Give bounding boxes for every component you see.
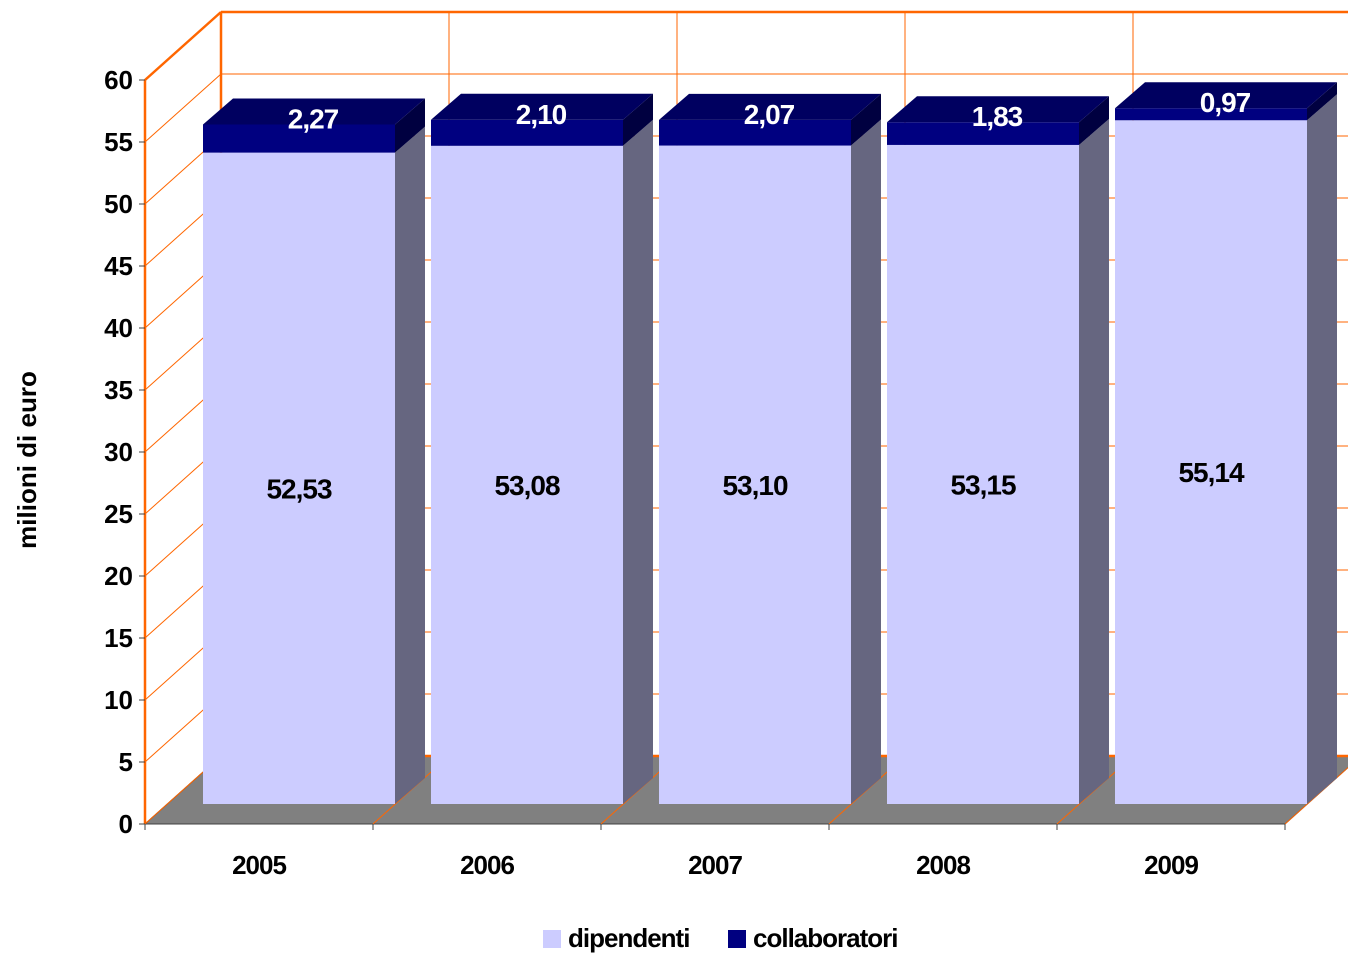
y-tick-label: 10 <box>104 685 133 715</box>
bar-stack-2009 <box>1115 82 1337 805</box>
bar-top-2009 <box>1115 82 1337 109</box>
y-tick-label: 20 <box>104 561 133 591</box>
bar-collaboratori-side-2009 <box>1307 82 1337 121</box>
bar-dipendenti-side-2008 <box>1079 118 1109 804</box>
bar-collaboratori-2007 <box>659 119 851 146</box>
bar-stack-2005 <box>203 98 425 805</box>
bar-collaboratori-side-2006 <box>623 93 653 146</box>
y-tick-label: 25 <box>104 499 133 529</box>
bar-dipendenti-2009 <box>1115 120 1307 805</box>
bar-dipendenti-2008 <box>887 144 1079 804</box>
bar-top-2007 <box>659 93 881 120</box>
y-tick-label: 40 <box>104 313 133 343</box>
bar-stack-2008 <box>887 96 1109 804</box>
x-tick-label-2007: 2007 <box>688 850 742 880</box>
y-tick-label: 0 <box>119 809 133 839</box>
data-label-collaboratori-2007: 2,07 <box>744 99 795 130</box>
data-label-dipendenti-2008: 53,15 <box>950 469 1015 500</box>
x-tick-label-2005: 2005 <box>232 850 286 880</box>
data-label-collaboratori-2008: 1,83 <box>972 101 1023 132</box>
legend-label-dipendenti: dipendenti <box>568 923 689 953</box>
y-tick-labels: 0 5 10 15 20 25 30 35 40 45 50 55 60 <box>104 65 145 839</box>
bar-stack-2006 <box>431 93 653 805</box>
y-tick-label: 15 <box>104 623 133 653</box>
x-tick-label-2008: 2008 <box>916 850 970 880</box>
data-label-collaboratori-2009: 0,97 <box>1200 87 1251 118</box>
y-tick-label: 55 <box>104 127 133 157</box>
legend-label-collaboratori: collaboratori <box>753 923 897 953</box>
data-label-dipendenti-2007: 53,10 <box>722 470 787 501</box>
y-tick-label: 50 <box>104 189 133 219</box>
legend-swatch-collaboratori <box>728 930 746 948</box>
x-tick-label-2006: 2006 <box>460 850 514 880</box>
bar-dipendenti-side-2006 <box>623 119 653 805</box>
bar-dipendenti-2006 <box>431 145 623 805</box>
data-label-dipendenti-2005: 52,53 <box>266 473 331 504</box>
legend-swatch-dipendenti <box>543 930 561 948</box>
y-tick-label: 5 <box>119 747 133 777</box>
bar-collaboratori-side-2008 <box>1079 96 1109 145</box>
y-tick-label: 30 <box>104 437 133 467</box>
bar-stack-2007 <box>659 93 881 804</box>
bar-collaboratori-2005 <box>203 124 395 153</box>
side-top-edge <box>144 11 222 81</box>
bar-collaboratori-2008 <box>887 122 1079 145</box>
bar-dipendenti-side-2005 <box>395 126 425 805</box>
data-label-dipendenti-2009: 55,14 <box>1178 457 1244 488</box>
legend: dipendenti collaboratori <box>543 923 898 953</box>
bars-group <box>203 82 1337 805</box>
y-axis-label: milioni di euro <box>12 371 42 549</box>
data-label-collaboratori-2006: 2,10 <box>516 99 567 130</box>
data-labels: 52,53 2,27 53,08 2,10 53,10 2,07 53,15 1,83 55,1… <box>266 87 1251 504</box>
x-tick-label-2009: 2009 <box>1144 850 1198 880</box>
y-tick-label: 60 <box>104 65 133 95</box>
bar-dipendenti-2007 <box>659 145 851 804</box>
bar-dipendenti-side-2007 <box>851 119 881 804</box>
y-tick-label: 35 <box>104 375 133 405</box>
bar-dipendenti-side-2009 <box>1307 94 1337 805</box>
bar-collaboratori-2009 <box>1115 108 1307 121</box>
bar-collaboratori-2006 <box>431 119 623 146</box>
bar-top-2005 <box>203 98 425 125</box>
bar-dipendenti-2005 <box>203 152 395 805</box>
bar-collaboratori-side-2007 <box>851 93 881 146</box>
bar-top-2008 <box>887 96 1109 123</box>
bar-collaboratori-side-2005 <box>395 98 425 153</box>
data-label-collaboratori-2005: 2,27 <box>288 103 339 134</box>
data-label-dipendenti-2006: 53,08 <box>494 470 559 501</box>
y-tick-label: 45 <box>104 251 133 281</box>
x-tick-labels: 2005 2006 2007 2008 2009 <box>232 850 1199 880</box>
side-gridline <box>144 73 222 143</box>
bar-top-2006 <box>431 93 653 120</box>
